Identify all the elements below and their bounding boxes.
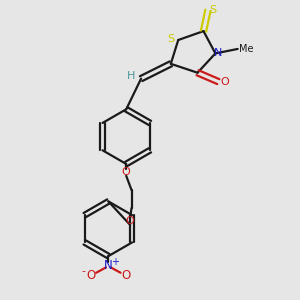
Text: O: O — [122, 167, 130, 177]
Text: H: H — [127, 71, 135, 81]
Text: S: S — [210, 5, 217, 15]
Text: O: O — [126, 216, 134, 226]
Text: N: N — [104, 259, 113, 272]
Text: O: O — [220, 76, 229, 87]
Text: O: O — [122, 268, 131, 282]
Text: N: N — [214, 48, 223, 58]
Text: Me: Me — [239, 44, 253, 54]
Text: S: S — [167, 34, 174, 44]
Text: +: + — [111, 257, 119, 267]
Text: O: O — [86, 268, 95, 282]
Text: -: - — [81, 267, 85, 277]
